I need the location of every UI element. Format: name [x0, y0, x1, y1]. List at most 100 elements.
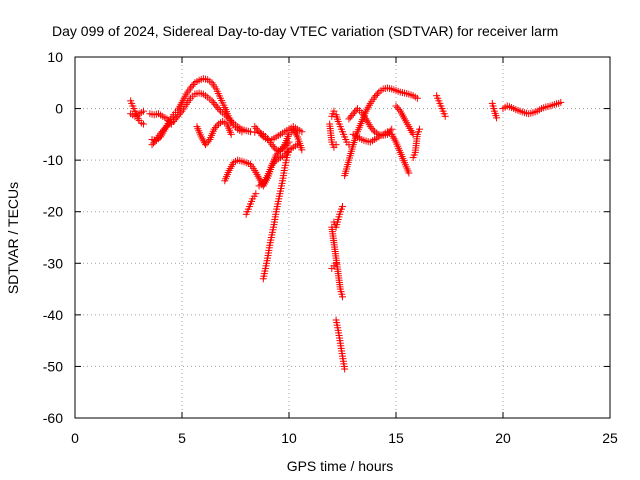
data-point — [366, 123, 374, 131]
data-point — [212, 123, 220, 131]
data-point — [167, 120, 175, 128]
x-axis-label: GPS time / hours — [287, 458, 394, 474]
data-point — [258, 131, 266, 139]
y-tick-label: 10 — [47, 49, 63, 65]
data-point — [149, 139, 157, 147]
data-point — [177, 109, 185, 117]
data-point — [416, 125, 424, 133]
data-point — [405, 169, 413, 177]
data-point — [171, 116, 179, 124]
y-tick-label: -30 — [43, 255, 63, 271]
data-point — [172, 114, 180, 122]
data-point — [281, 143, 289, 151]
data-point — [282, 142, 290, 150]
data-point — [159, 126, 167, 134]
data-point — [393, 104, 401, 112]
data-point — [255, 128, 263, 136]
data-point — [351, 108, 359, 116]
data-point — [187, 84, 195, 92]
data-point — [163, 115, 171, 123]
data-point — [252, 190, 260, 198]
y-tick-label: -50 — [43, 358, 63, 374]
data-point — [392, 102, 400, 110]
data-point — [346, 113, 354, 121]
chart-title: Day 099 of 2024, Sidereal Day-to-day VTE… — [52, 23, 558, 39]
x-tick-label: 0 — [71, 430, 79, 446]
data-point — [371, 93, 379, 101]
data-point — [256, 129, 264, 137]
data-point — [189, 81, 197, 89]
data-point — [215, 105, 223, 113]
x-tick-label: 20 — [495, 430, 511, 446]
x-tick-label: 10 — [281, 430, 297, 446]
data-point — [339, 203, 346, 211]
data-point — [441, 112, 449, 120]
data-point — [285, 146, 293, 154]
data-point — [269, 142, 277, 150]
data-point — [252, 124, 260, 132]
data-point — [174, 112, 182, 120]
data-point — [208, 97, 216, 105]
data-point — [285, 138, 293, 146]
data-point — [139, 107, 147, 115]
data-point — [339, 293, 346, 301]
data-point — [166, 118, 174, 126]
data-point — [151, 137, 159, 145]
data-point — [332, 141, 340, 149]
data-point — [284, 140, 292, 148]
data-point — [271, 158, 279, 166]
x-tick-label: 5 — [178, 430, 186, 446]
data-point — [298, 128, 306, 136]
data-point — [210, 125, 218, 133]
data-point — [349, 110, 357, 118]
grid — [75, 57, 610, 418]
data-point — [209, 99, 217, 107]
data-point — [175, 111, 183, 119]
y-axis-label: SDTVAR / TECUs — [5, 182, 21, 294]
data-point — [413, 94, 421, 102]
y-tick-label: -20 — [43, 204, 63, 220]
data-point — [211, 100, 219, 108]
data-point — [214, 104, 222, 112]
data-point — [341, 365, 349, 373]
data-point — [254, 126, 262, 134]
data-point — [345, 115, 353, 123]
data-points — [127, 75, 565, 373]
data-point — [139, 120, 147, 128]
data-point — [271, 144, 279, 152]
data-point — [275, 148, 283, 156]
data-point — [188, 82, 196, 90]
data-point — [330, 107, 338, 115]
plot-frame — [74, 56, 611, 419]
data-point — [395, 105, 403, 113]
data-point — [246, 128, 254, 136]
data-point — [368, 124, 376, 132]
y-tick-label: 0 — [55, 101, 63, 117]
data-point — [298, 146, 306, 154]
axis-ticks: 0 5 10 15 20 25 10 0 -10 -20 -30 -40 -50 -60 — [43, 49, 618, 446]
data-point — [227, 130, 235, 138]
y-tick-label: -60 — [43, 410, 63, 426]
data-point — [332, 259, 340, 267]
data-point — [158, 128, 166, 136]
y-tick-label: -40 — [43, 307, 63, 323]
data-point — [202, 141, 210, 149]
data-point — [203, 139, 211, 147]
data-point — [268, 161, 276, 169]
data-point — [493, 114, 501, 122]
data-point — [204, 137, 212, 145]
data-point — [269, 160, 277, 168]
data-point — [251, 123, 259, 131]
data-point — [369, 126, 377, 134]
data-point — [213, 122, 221, 130]
data-point — [372, 92, 380, 100]
data-point — [148, 141, 156, 149]
x-tick-label: 15 — [388, 430, 404, 446]
x-tick-label: 25 — [602, 430, 618, 446]
data-point — [164, 117, 172, 125]
data-point — [557, 98, 565, 106]
data-point — [212, 102, 220, 110]
y-tick-label: -10 — [43, 152, 63, 168]
